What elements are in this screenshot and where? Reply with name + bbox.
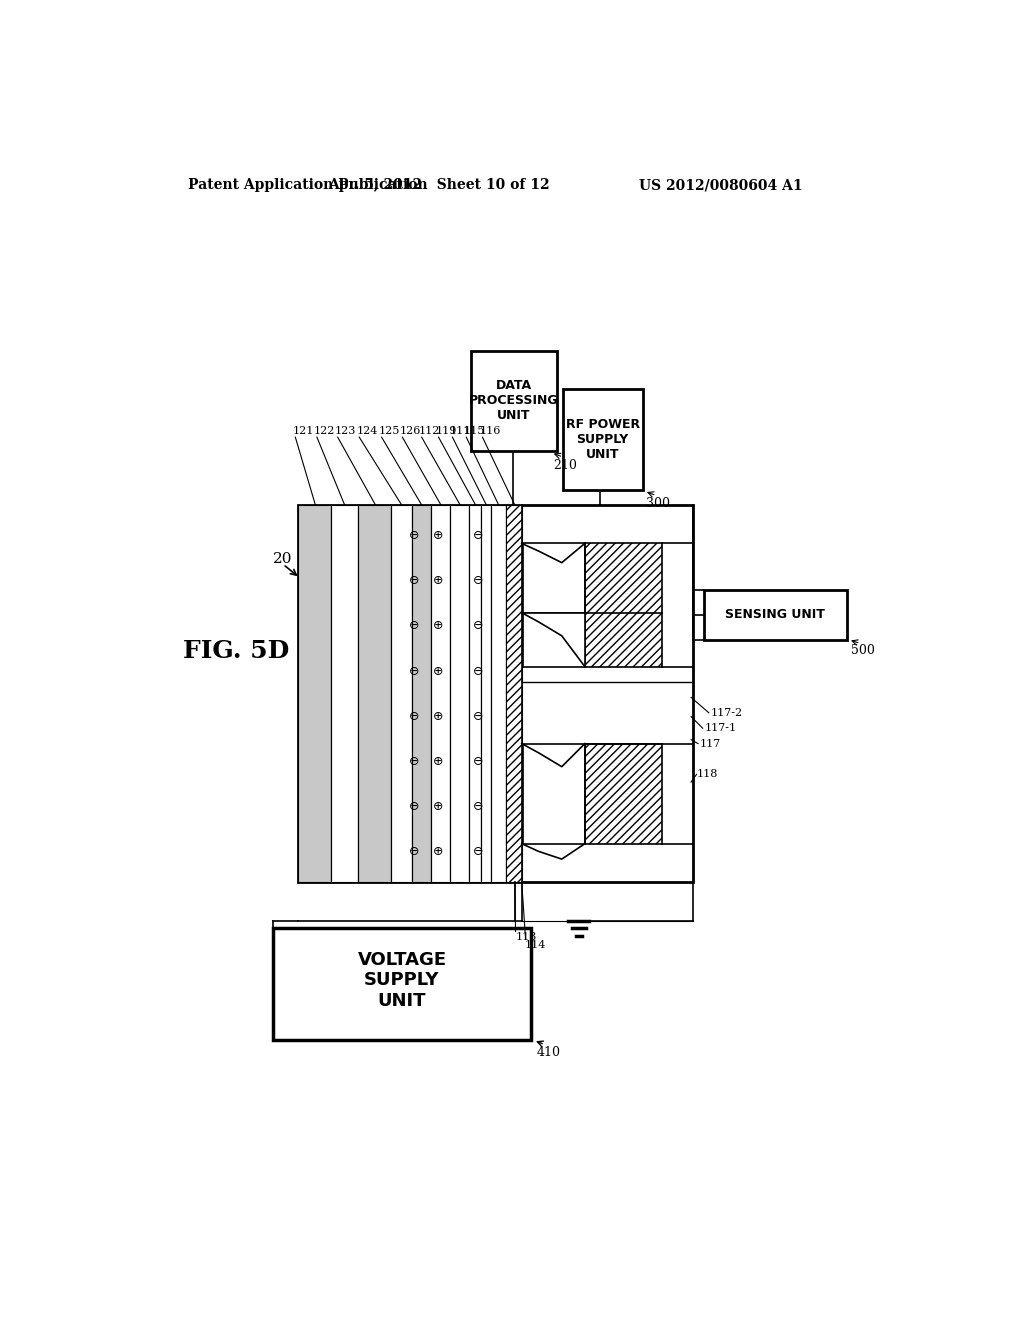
Bar bbox=[391, 506, 412, 882]
Bar bbox=[523, 612, 585, 667]
Text: 125: 125 bbox=[379, 425, 400, 436]
Text: 124: 124 bbox=[356, 425, 378, 436]
Text: ⊖: ⊖ bbox=[409, 710, 419, 722]
Bar bbox=[562, 389, 643, 490]
Text: Patent Application Publication: Patent Application Publication bbox=[188, 178, 428, 193]
Text: 117-2: 117-2 bbox=[711, 708, 742, 718]
Text: 115: 115 bbox=[463, 425, 484, 436]
Bar bbox=[412, 506, 431, 882]
Text: ⊕: ⊕ bbox=[433, 529, 443, 543]
Bar bbox=[506, 506, 521, 882]
Text: ⊖: ⊖ bbox=[473, 574, 484, 587]
Text: 126: 126 bbox=[399, 425, 421, 436]
Text: 20: 20 bbox=[273, 552, 293, 566]
Bar bbox=[523, 544, 585, 612]
Text: US 2012/0080604 A1: US 2012/0080604 A1 bbox=[639, 178, 803, 193]
Text: FIG. 5D: FIG. 5D bbox=[183, 639, 289, 663]
Text: RF POWER
SUPPLY
UNIT: RF POWER SUPPLY UNIT bbox=[565, 418, 640, 461]
Text: ⊕: ⊕ bbox=[433, 574, 443, 587]
Text: 119: 119 bbox=[435, 425, 457, 436]
Bar bbox=[481, 506, 490, 882]
Bar bbox=[585, 544, 662, 667]
Text: ⊕: ⊕ bbox=[433, 755, 443, 768]
Text: 113: 113 bbox=[515, 932, 537, 942]
Text: ⊕: ⊕ bbox=[433, 845, 443, 858]
Text: 118: 118 bbox=[696, 770, 718, 779]
Text: ⊖: ⊖ bbox=[409, 619, 419, 632]
Text: ⊖: ⊖ bbox=[409, 800, 419, 813]
Text: 111: 111 bbox=[450, 425, 471, 436]
Text: 300: 300 bbox=[646, 498, 671, 511]
Text: 500: 500 bbox=[851, 644, 874, 656]
Text: ⊖: ⊖ bbox=[409, 755, 419, 768]
Text: ⊕: ⊕ bbox=[433, 800, 443, 813]
Text: ⊖: ⊖ bbox=[409, 529, 419, 543]
Bar bbox=[298, 506, 331, 882]
Text: ⊕: ⊕ bbox=[433, 710, 443, 722]
Text: 117-1: 117-1 bbox=[705, 723, 736, 733]
Text: ⊖: ⊖ bbox=[473, 710, 484, 722]
Bar bbox=[490, 506, 506, 882]
Bar bbox=[469, 506, 481, 882]
Text: ⊕: ⊕ bbox=[433, 619, 443, 632]
Text: ⊖: ⊖ bbox=[473, 619, 484, 632]
Text: ⊖: ⊖ bbox=[473, 664, 484, 677]
Bar bbox=[431, 506, 451, 882]
Text: 114: 114 bbox=[524, 940, 546, 950]
Text: 410: 410 bbox=[538, 1047, 561, 1059]
Bar bbox=[523, 743, 585, 843]
Text: ⊖: ⊖ bbox=[409, 664, 419, 677]
Text: 121: 121 bbox=[292, 425, 313, 436]
Bar bbox=[298, 506, 692, 882]
Text: ⊖: ⊖ bbox=[473, 800, 484, 813]
Text: Apr. 5, 2012   Sheet 10 of 12: Apr. 5, 2012 Sheet 10 of 12 bbox=[328, 178, 549, 193]
Text: ⊖: ⊖ bbox=[473, 845, 484, 858]
Text: ⊖: ⊖ bbox=[409, 574, 419, 587]
Text: SENSING UNIT: SENSING UNIT bbox=[725, 609, 825, 622]
Bar bbox=[331, 506, 358, 882]
Text: 123: 123 bbox=[335, 425, 356, 436]
Bar bbox=[451, 506, 469, 882]
Text: ⊖: ⊖ bbox=[473, 529, 484, 543]
Bar bbox=[358, 506, 391, 882]
Text: 117: 117 bbox=[699, 739, 721, 748]
Text: ⊖: ⊖ bbox=[409, 845, 419, 858]
Text: 116: 116 bbox=[479, 425, 501, 436]
Text: ⊕: ⊕ bbox=[433, 664, 443, 677]
Text: DATA
PROCESSING
UNIT: DATA PROCESSING UNIT bbox=[469, 379, 559, 422]
Text: 122: 122 bbox=[313, 425, 335, 436]
Bar bbox=[585, 743, 662, 843]
Text: 112: 112 bbox=[419, 425, 440, 436]
Bar bbox=[705, 590, 847, 640]
Text: 210: 210 bbox=[553, 459, 578, 471]
Bar bbox=[273, 928, 531, 1040]
Bar bbox=[471, 351, 557, 451]
Text: ⊖: ⊖ bbox=[473, 755, 484, 768]
Text: VOLTAGE
SUPPLY
UNIT: VOLTAGE SUPPLY UNIT bbox=[357, 950, 446, 1010]
